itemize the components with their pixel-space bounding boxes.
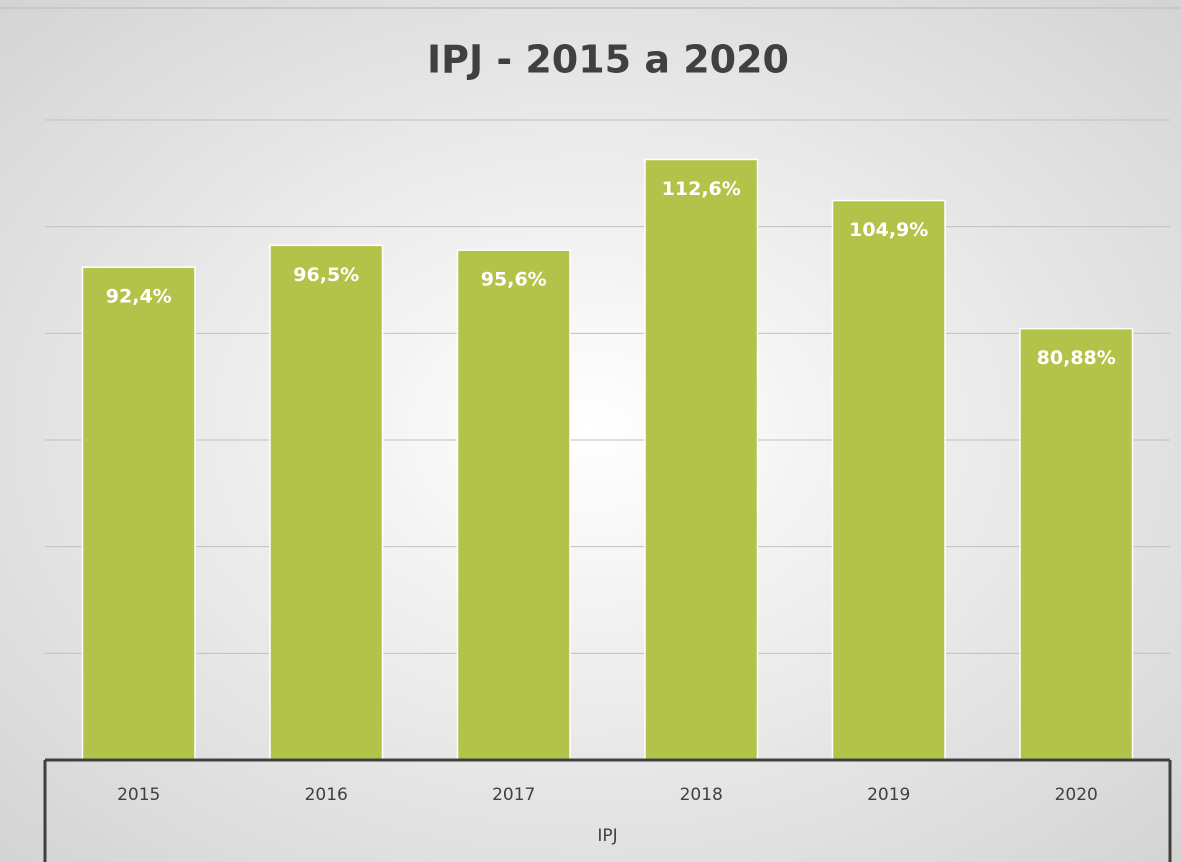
data-label: 92,4%	[106, 286, 172, 308]
x-tick-label: 2016	[305, 785, 348, 805]
bar	[269, 244, 384, 761]
x-tick-label: 2018	[680, 785, 723, 805]
bar	[81, 266, 196, 761]
data-label: 96,5%	[293, 264, 359, 286]
data-label: 112,6%	[662, 178, 741, 200]
bar	[456, 249, 571, 761]
data-label: 80,88%	[1037, 347, 1116, 369]
x-tick-label: 2019	[867, 785, 910, 805]
x-tick-label: 2015	[117, 785, 160, 805]
bar	[831, 199, 946, 761]
chart-title: IPJ - 2015 a 2020	[427, 38, 789, 82]
data-label: 104,9%	[849, 219, 928, 241]
data-label: 95,6%	[481, 269, 547, 291]
x-axis-label: IPJ	[597, 826, 617, 846]
x-tick-label: 2020	[1055, 785, 1098, 805]
bar	[644, 158, 759, 761]
x-tick-label: 2017	[492, 785, 535, 805]
bar	[1019, 327, 1134, 761]
